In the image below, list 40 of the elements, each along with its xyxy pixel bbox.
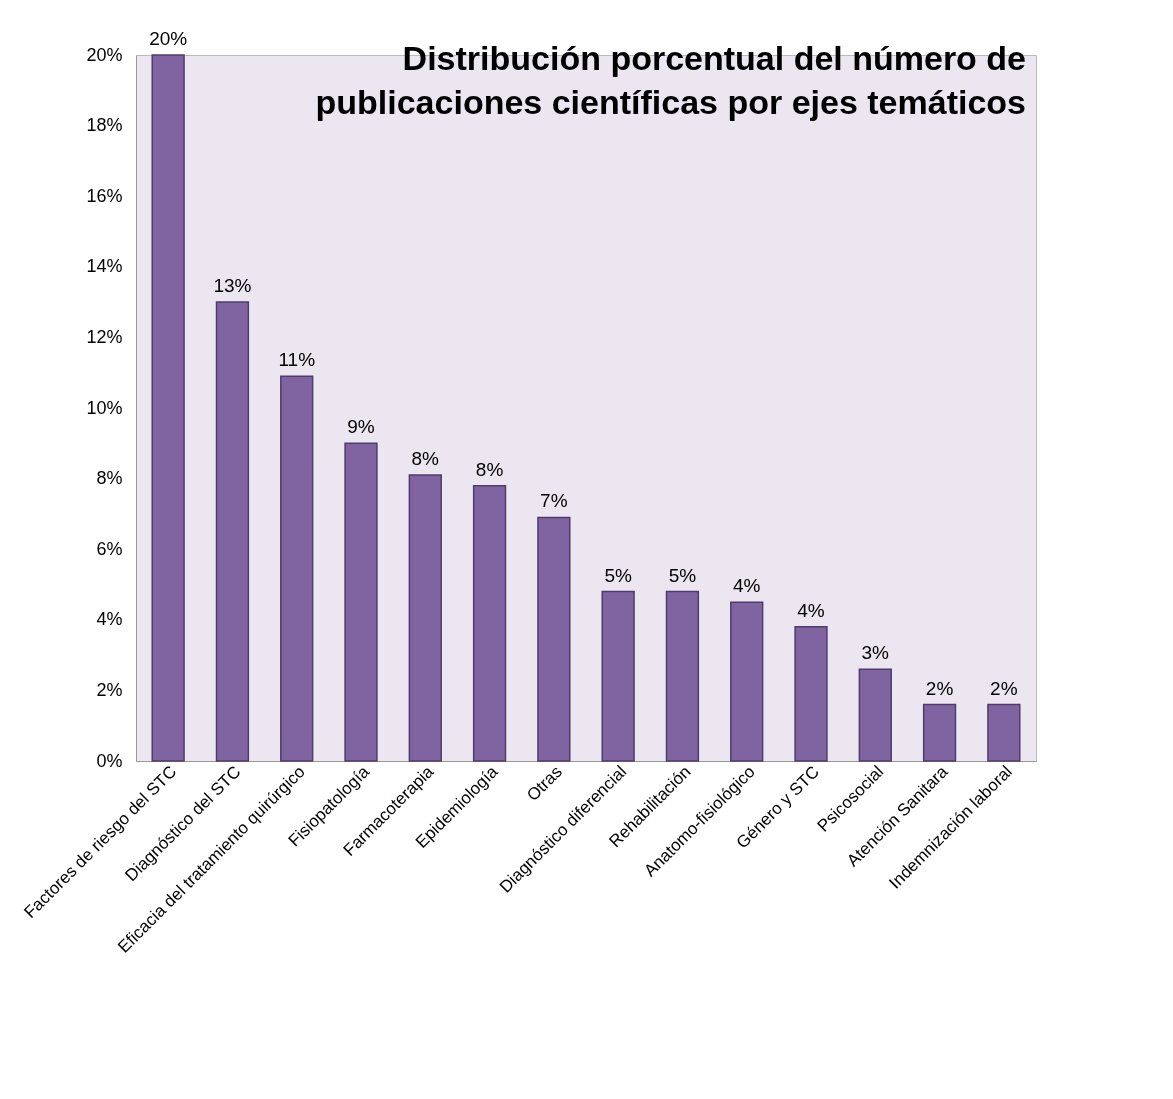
data-label: 20% xyxy=(149,28,188,49)
data-label: 7% xyxy=(540,490,568,512)
bar xyxy=(408,474,442,762)
bar xyxy=(344,442,378,762)
y-tick-label: 0% xyxy=(96,750,123,771)
y-tick-label: 6% xyxy=(96,538,123,559)
y-tick-label: 14% xyxy=(86,256,123,277)
y-tick-label: 18% xyxy=(86,115,123,136)
bar xyxy=(794,626,828,762)
bar xyxy=(987,703,1021,762)
bar xyxy=(922,703,957,762)
data-label: 8% xyxy=(475,458,504,480)
bar xyxy=(858,668,892,762)
y-tick-label: 16% xyxy=(86,185,123,206)
y-tick-label: 8% xyxy=(96,468,123,489)
data-label: 4% xyxy=(732,575,761,597)
data-label: 11% xyxy=(278,349,316,371)
data-label: 5% xyxy=(604,564,632,586)
bar xyxy=(537,516,571,762)
bar xyxy=(601,590,635,762)
chart-title: Distribución porcentual del número de publicaciones científicas por ejes temáticos xyxy=(315,39,1026,121)
bar xyxy=(215,301,250,762)
y-tick-label: 12% xyxy=(86,326,123,347)
y-tick-label: 10% xyxy=(86,397,123,418)
data-label: 8% xyxy=(411,448,440,470)
y-tick-label: 2% xyxy=(96,679,123,700)
data-label: 2% xyxy=(925,677,954,699)
data-label: 3% xyxy=(861,642,890,664)
data-label: 5% xyxy=(668,564,697,586)
bar xyxy=(730,601,764,762)
bar xyxy=(472,484,507,762)
y-tick-label: 4% xyxy=(96,609,123,630)
data-label: 4% xyxy=(797,599,825,621)
bar xyxy=(151,54,185,762)
bar xyxy=(665,590,700,762)
bar xyxy=(280,375,314,762)
data-label: 2% xyxy=(990,677,1018,699)
data-label: 13% xyxy=(213,275,252,297)
y-tick-label: 20% xyxy=(86,44,123,65)
data-label: 9% xyxy=(347,416,375,438)
